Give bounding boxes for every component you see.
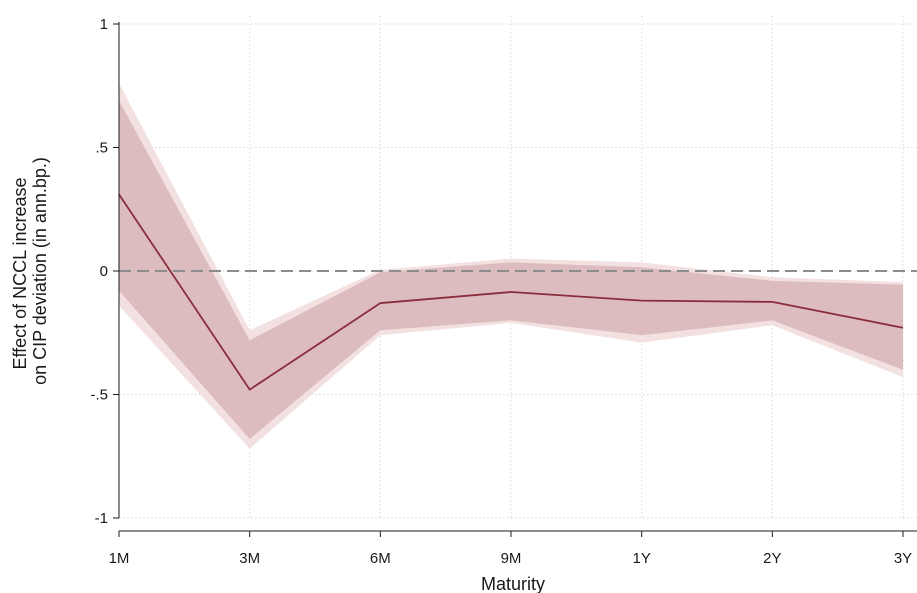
y-tick-label-1: -.5 (90, 387, 108, 404)
x-tick-label-2: 6M (370, 550, 391, 567)
confidence-bands (119, 83, 903, 449)
x-axis-title: Maturity (481, 574, 545, 593)
y-tick-label-2: 0 (100, 263, 108, 280)
x-tick-label-1: 3M (239, 550, 260, 567)
series-line-0 (118, 193, 904, 391)
y-axis-title: Effect of NCCL increase on CIP deviation… (10, 157, 50, 385)
x-tick-label-3: 9M (501, 550, 522, 567)
y-axis-title-line-2: on CIP deviation (in ann.bp.) (30, 157, 50, 385)
axes: -1 -.5 0 .5 1 1M 3M 6M 9M 1Y 2Y 3Y (90, 16, 917, 567)
y-axis-title-line-1: Effect of NCCL increase (10, 177, 30, 369)
x-tick-label-0: 1M (109, 550, 130, 567)
y-tick-label-4: 1 (100, 16, 108, 33)
confidence-band-1 (119, 100, 903, 439)
series-layer (118, 193, 904, 391)
x-tick-label-5: 2Y (763, 550, 781, 567)
y-tick-label-3: .5 (95, 140, 108, 157)
x-tick-label-6: 3Y (894, 550, 912, 567)
y-tick-label-0: -1 (95, 510, 108, 527)
x-tick-label-4: 1Y (632, 550, 650, 567)
